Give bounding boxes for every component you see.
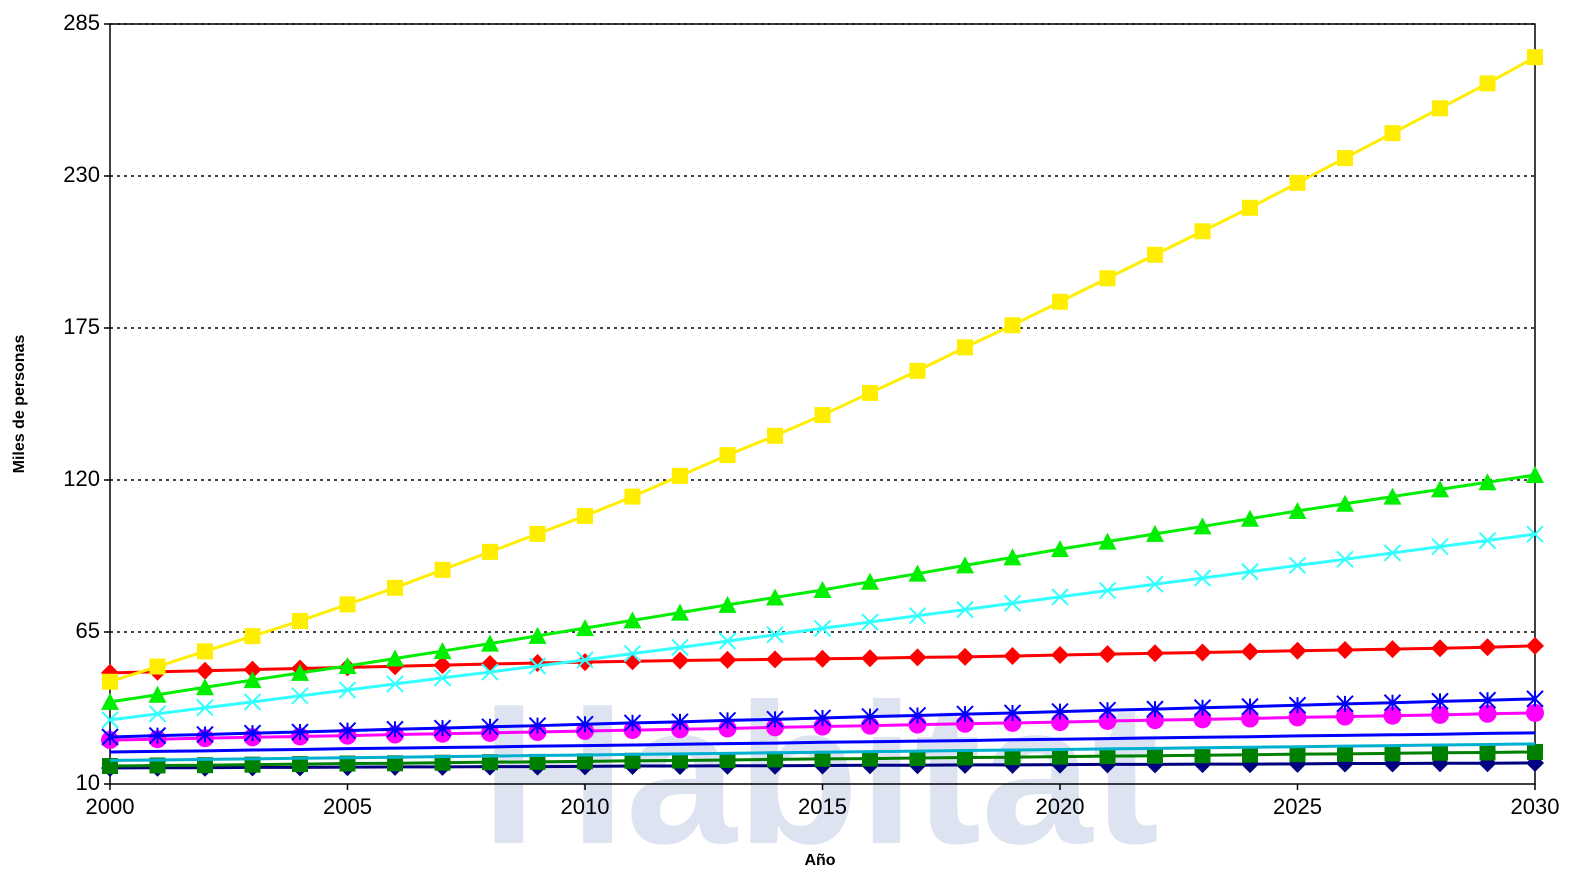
marker	[102, 674, 118, 690]
marker	[387, 580, 403, 596]
marker	[1242, 200, 1258, 216]
marker	[1431, 639, 1449, 657]
marker	[1527, 49, 1543, 65]
marker	[1480, 75, 1496, 91]
marker	[1147, 247, 1163, 263]
marker	[1147, 748, 1163, 764]
x-axis-label: Año	[804, 852, 835, 869]
marker	[1384, 640, 1402, 658]
marker	[862, 385, 878, 401]
marker	[672, 468, 688, 484]
marker	[1290, 175, 1306, 191]
marker	[1194, 643, 1212, 661]
marker	[1241, 643, 1259, 661]
y-tick-label: 175	[63, 314, 100, 339]
x-tick-label: 2020	[1036, 794, 1085, 819]
marker	[1052, 749, 1068, 765]
marker	[1289, 642, 1307, 660]
x-tick-label: 2005	[323, 794, 372, 819]
marker	[1146, 644, 1164, 662]
marker	[910, 363, 926, 379]
marker	[1242, 747, 1258, 763]
y-tick-label: 65	[76, 618, 100, 643]
y-tick-label: 120	[63, 466, 100, 491]
marker	[577, 508, 593, 524]
marker	[1195, 747, 1211, 763]
marker	[720, 447, 736, 463]
marker	[530, 526, 546, 542]
y-tick-label: 10	[76, 770, 100, 795]
marker	[1051, 646, 1069, 664]
marker	[815, 407, 831, 423]
x-tick-label: 2015	[798, 794, 847, 819]
marker	[292, 613, 308, 629]
y-axis-label: Miles de personas	[11, 335, 28, 474]
marker	[1005, 317, 1021, 333]
marker	[1479, 638, 1497, 656]
marker	[1005, 749, 1021, 765]
y-tick-label: 285	[63, 10, 100, 35]
marker	[197, 643, 213, 659]
y-tick-label: 230	[63, 162, 100, 187]
marker	[340, 596, 356, 612]
marker	[1195, 223, 1211, 239]
marker	[1336, 641, 1354, 659]
marker	[625, 489, 641, 505]
x-tick-label: 2025	[1273, 794, 1322, 819]
x-tick-label: 2010	[561, 794, 610, 819]
marker	[767, 428, 783, 444]
x-tick-label: 2000	[86, 794, 135, 819]
marker	[482, 544, 498, 560]
marker	[435, 562, 451, 578]
marker	[1432, 100, 1448, 116]
marker	[1385, 745, 1401, 761]
chart: Habitat Año Miles de personas 1065120175…	[0, 0, 1576, 875]
marker	[150, 659, 166, 675]
marker	[1100, 748, 1116, 764]
marker	[1337, 150, 1353, 166]
marker	[1337, 746, 1353, 762]
marker	[1052, 294, 1068, 310]
marker	[957, 339, 973, 355]
marker	[1480, 744, 1496, 760]
marker	[1432, 745, 1448, 761]
marker	[1100, 270, 1116, 286]
marker	[1099, 645, 1117, 663]
marker	[1290, 746, 1306, 762]
marker	[1526, 637, 1544, 655]
x-tick-label: 2030	[1511, 794, 1560, 819]
marker	[1385, 125, 1401, 141]
marker	[245, 628, 261, 644]
marker	[1527, 744, 1543, 760]
marker	[196, 662, 214, 680]
